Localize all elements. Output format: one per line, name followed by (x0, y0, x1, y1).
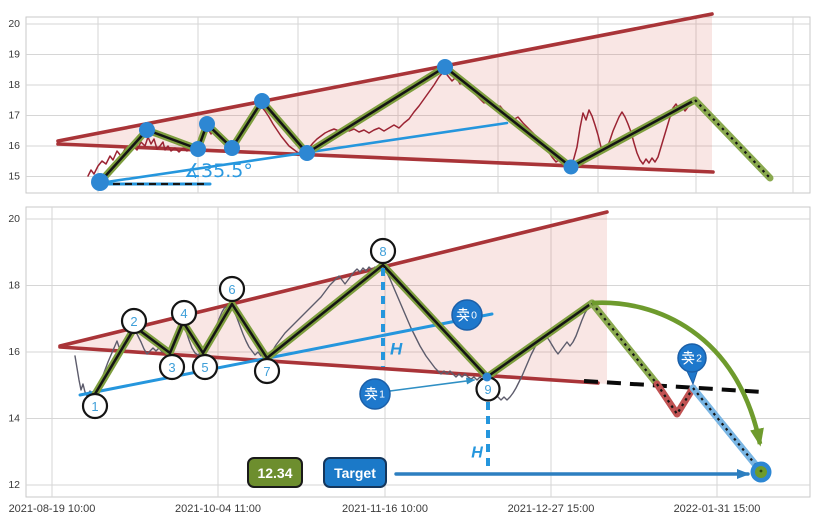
svg-text:2021-08-19 10:00: 2021-08-19 10:00 (9, 503, 96, 515)
svg-text:8: 8 (379, 244, 386, 259)
pivot-dots (91, 59, 579, 191)
svg-text:3: 3 (168, 360, 175, 375)
svg-text:14: 14 (8, 413, 20, 425)
svg-text:0: 0 (471, 310, 477, 322)
wave-point-6: 6 (218, 275, 246, 303)
sell-badge-1: 1 (359, 378, 391, 410)
svg-text:4: 4 (180, 306, 187, 321)
svg-text:Target: Target (334, 465, 376, 481)
zigzag-main (96, 63, 699, 186)
svg-text:18: 18 (8, 280, 20, 292)
svg-text:∡35.5°: ∡35.5° (184, 160, 253, 182)
svg-text:17: 17 (8, 110, 20, 122)
svg-text:16: 16 (8, 346, 20, 358)
target-label-box: Target (323, 457, 387, 488)
svg-text:1: 1 (91, 399, 98, 414)
wedge-fill (58, 14, 712, 172)
grid-lines (26, 17, 810, 193)
price-line (87, 70, 692, 177)
sell-character-glyph (456, 307, 470, 322)
projection-blue (689, 384, 763, 473)
wave-point-8: 8 (369, 237, 397, 265)
wave-point-3: 3 (158, 353, 186, 381)
wave-point-1: 1 (81, 392, 109, 420)
svg-text:16: 16 (8, 140, 20, 152)
chart-panel-top: 20 19 18 17 16 15 ∡35.5° (8, 12, 811, 194)
support-trend-line (78, 312, 494, 397)
svg-text:15: 15 (8, 171, 20, 183)
y-axis-labels: 20 18 16 14 12 (8, 213, 20, 491)
wedge-upper-line (58, 210, 609, 348)
zigzag-projection (691, 96, 774, 182)
svg-text:12: 12 (8, 479, 20, 491)
neckline-dash (583, 379, 764, 394)
sell-character-glyph (681, 350, 695, 365)
target-value-box: 12.34 (247, 457, 303, 488)
svg-text:7: 7 (263, 364, 270, 379)
price-line (74, 265, 592, 401)
pivot-9-dot (482, 372, 492, 382)
svg-text:9: 9 (484, 382, 491, 397)
svg-text:6: 6 (228, 282, 235, 297)
zigzag-main (91, 261, 596, 398)
svg-text:12.34: 12.34 (257, 465, 292, 481)
sell-1-pointer-arrow (389, 377, 476, 392)
height-label-2: H (471, 445, 483, 462)
target-point (750, 461, 772, 483)
svg-text:19: 19 (8, 49, 20, 61)
projection-red (653, 380, 697, 418)
svg-text:20: 20 (8, 18, 20, 30)
wedge-lower-line (58, 345, 600, 385)
svg-text:H: H (471, 445, 483, 462)
svg-text:18: 18 (8, 79, 20, 91)
wedge-upper-line (56, 12, 714, 143)
height-label-1: H (390, 340, 403, 359)
wave-point-4: 4 (170, 299, 198, 327)
svg-text:H: H (390, 340, 403, 359)
projection-green (588, 299, 661, 388)
svg-text:2: 2 (130, 314, 137, 329)
wave-point-5: 5 (191, 353, 219, 381)
svg-text:2021-12-27 15:00: 2021-12-27 15:00 (508, 503, 595, 515)
svg-text:20: 20 (8, 213, 20, 225)
drop-arc-arrow (591, 300, 764, 447)
sell-character-glyph (364, 386, 378, 401)
svg-text:2: 2 (696, 353, 702, 365)
wave-point-2: 2 (120, 307, 148, 335)
sell-badge-2: 2 (677, 343, 707, 386)
wave-point-7: 7 (253, 357, 281, 385)
sell-badge-0: 0 (451, 299, 483, 331)
svg-text:2021-10-04 11:00: 2021-10-04 11:00 (175, 503, 261, 515)
svg-text:1: 1 (379, 389, 385, 401)
x-axis-labels: 2021-08-19 10:00 2021-10-04 11:00 2021-11-… (9, 503, 761, 515)
svg-text:5: 5 (201, 360, 208, 375)
angle-label: ∡35.5° (184, 160, 253, 182)
y-axis-labels: 20 19 18 17 16 15 (8, 18, 20, 183)
wedge-lower-line (56, 142, 715, 174)
svg-text:2022-01-31 15:00: 2022-01-31 15:00 (674, 503, 761, 515)
svg-text:2021-11-16 10:00: 2021-11-16 10:00 (342, 503, 428, 515)
